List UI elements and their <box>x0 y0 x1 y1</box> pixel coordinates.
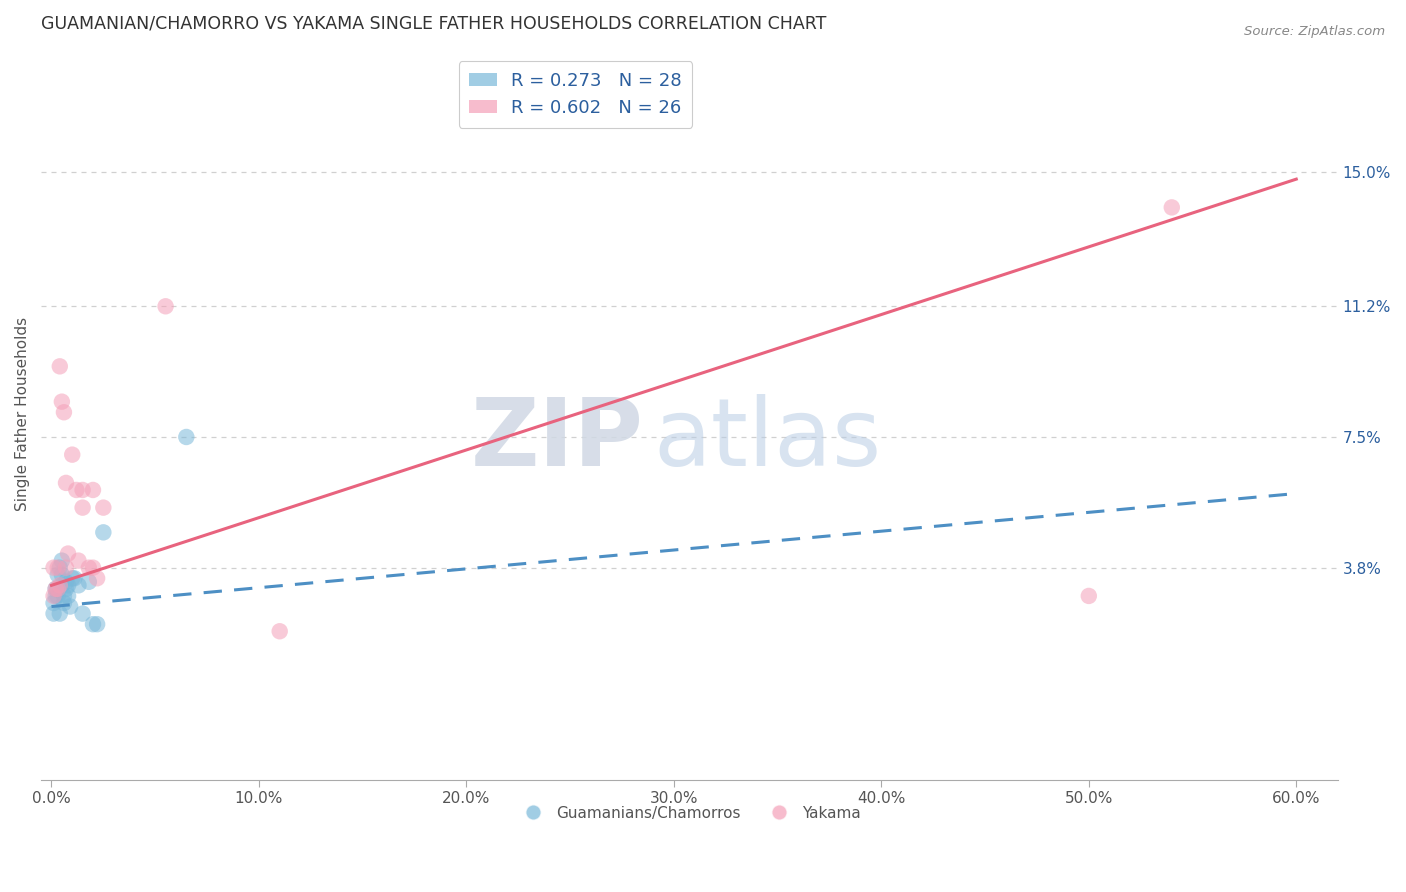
Text: ZIP: ZIP <box>471 393 644 485</box>
Text: Source: ZipAtlas.com: Source: ZipAtlas.com <box>1244 25 1385 38</box>
Point <box>77 574 100 589</box>
Point <box>155 299 177 313</box>
Point <box>46 560 69 574</box>
Point <box>93 525 115 540</box>
Legend: Guamanians/Chamorros, Yakama: Guamanians/Chamorros, Yakama <box>512 799 868 827</box>
Point <box>45 582 67 596</box>
Point <box>52 405 75 419</box>
Point <box>176 430 198 444</box>
Point <box>60 571 83 585</box>
Point <box>51 394 73 409</box>
Point <box>67 553 90 567</box>
Point <box>82 560 104 574</box>
Point <box>51 553 73 567</box>
Point <box>56 547 79 561</box>
Point <box>46 567 69 582</box>
Point <box>82 617 104 632</box>
Point <box>46 582 69 596</box>
Point <box>65 483 87 497</box>
Point <box>51 567 73 582</box>
Point <box>46 589 69 603</box>
Point <box>49 578 72 592</box>
Point <box>269 624 291 639</box>
Point <box>56 589 79 603</box>
Text: atlas: atlas <box>654 393 882 485</box>
Point <box>67 578 90 592</box>
Point <box>46 582 69 596</box>
Point <box>55 560 77 574</box>
Point <box>63 571 86 585</box>
Point <box>42 560 65 574</box>
Point <box>55 475 77 490</box>
Point <box>42 607 65 621</box>
Point <box>77 560 100 574</box>
Point <box>42 596 65 610</box>
Point <box>55 582 77 596</box>
Point <box>60 448 83 462</box>
Point <box>72 607 94 621</box>
Point <box>51 578 73 592</box>
Point <box>1077 589 1099 603</box>
Point <box>56 578 79 592</box>
Point <box>52 596 75 610</box>
Point <box>59 599 82 614</box>
Point <box>49 359 72 374</box>
Point <box>45 582 67 596</box>
Point <box>55 574 77 589</box>
Point <box>49 607 72 621</box>
Point <box>52 589 75 603</box>
Point <box>86 617 108 632</box>
Point <box>93 500 115 515</box>
Y-axis label: Single Father Households: Single Father Households <box>15 317 30 511</box>
Point <box>86 571 108 585</box>
Text: GUAMANIAN/CHAMORRO VS YAKAMA SINGLE FATHER HOUSEHOLDS CORRELATION CHART: GUAMANIAN/CHAMORRO VS YAKAMA SINGLE FATH… <box>41 15 827 33</box>
Point <box>72 500 94 515</box>
Point <box>45 589 67 603</box>
Point <box>72 483 94 497</box>
Point <box>42 589 65 603</box>
Point <box>1160 201 1182 215</box>
Point <box>82 483 104 497</box>
Point <box>49 560 72 574</box>
